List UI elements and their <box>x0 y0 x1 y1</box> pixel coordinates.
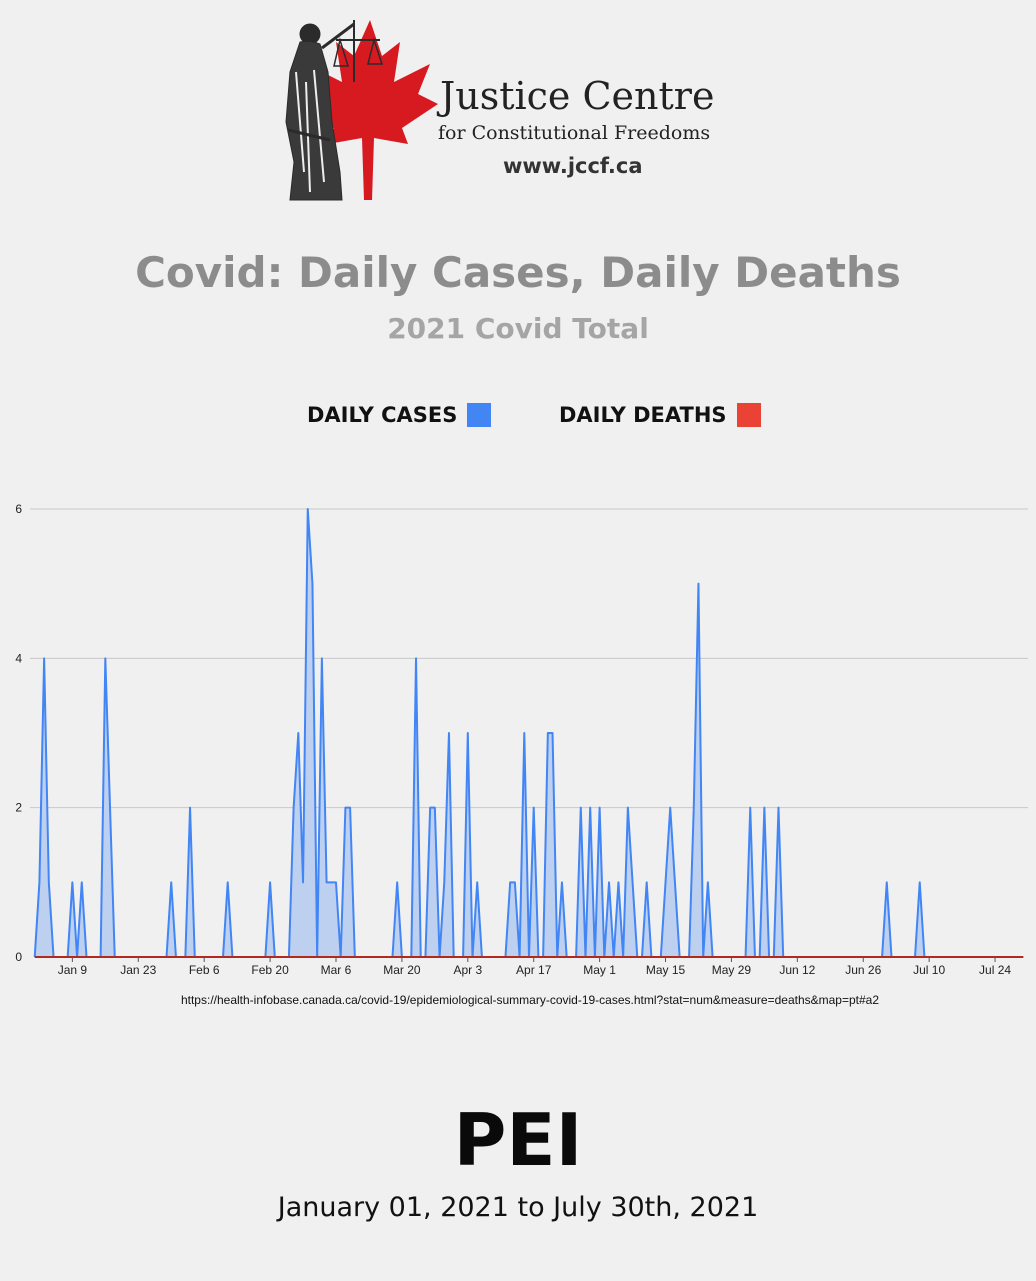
y-tick-label-1: 2 <box>15 801 22 815</box>
x-tick-label-12: Jun 26 <box>845 963 881 977</box>
x-tick-label-9: May 15 <box>646 963 686 977</box>
lady-justice-icon <box>285 20 384 201</box>
legend-item-deaths: DAILY DEATHS <box>559 402 761 427</box>
y-tick-label-2: 4 <box>15 651 22 665</box>
region-label: PEI <box>453 1098 583 1182</box>
x-tick-label-14: Jul 24 <box>979 963 1011 977</box>
x-tick-label-11: Jun 12 <box>779 963 815 977</box>
legend-label-deaths: DAILY DEATHS <box>559 403 727 427</box>
y-tick-label-0: 0 <box>15 950 22 964</box>
maple-leaf-lady-justice-icon <box>285 20 438 201</box>
date-range: January 01, 2021 to July 30th, 2021 <box>277 1192 759 1223</box>
maple-leaf-icon <box>298 20 438 200</box>
chart-plot-area: 0 2 4 6 Jan 9 Jan 23 Feb 6 Feb 20 Mar 6 Mar 20 Apr… <box>15 502 1028 977</box>
logo: Justice Centre for Constitutional Freedo… <box>270 12 760 212</box>
x-tick-label-10: May 29 <box>712 963 752 977</box>
x-tick-label-2: Feb 6 <box>189 963 220 977</box>
org-website: www.jccf.ca <box>503 154 643 178</box>
x-tick-label-8: May 1 <box>583 963 616 977</box>
x-tick-label-3: Feb 20 <box>251 963 289 977</box>
x-tick-label-13: Jul 10 <box>913 963 945 977</box>
x-tick-label-5: Mar 20 <box>383 963 421 977</box>
legend-label-cases: DAILY CASES <box>307 403 458 427</box>
x-tick-label-6: Apr 3 <box>453 963 482 977</box>
x-tick-label-0: Jan 9 <box>58 963 88 977</box>
series-cases-line <box>33 508 1024 958</box>
source-url: https://health-infobase.canada.ca/covid-… <box>180 993 880 1007</box>
legend-swatch-cases <box>467 403 492 427</box>
x-tick-label-4: Mar 6 <box>321 963 352 977</box>
org-name: Justice Centre <box>440 74 715 118</box>
chart-title: Covid: Daily Cases, Daily Deaths <box>135 248 901 297</box>
legend-swatch-deaths <box>736 403 761 427</box>
x-tick-label-7: Apr 17 <box>516 963 552 977</box>
legend-item-cases: DAILY CASES <box>307 402 492 427</box>
series-cases-area <box>34 509 1024 957</box>
org-subtitle: for Constitutional Freedoms <box>438 122 711 144</box>
y-tick-label-3: 6 <box>15 502 22 516</box>
x-tick-label-1: Jan 23 <box>120 963 156 977</box>
chart-subtitle: 2021 Covid Total <box>387 312 649 345</box>
